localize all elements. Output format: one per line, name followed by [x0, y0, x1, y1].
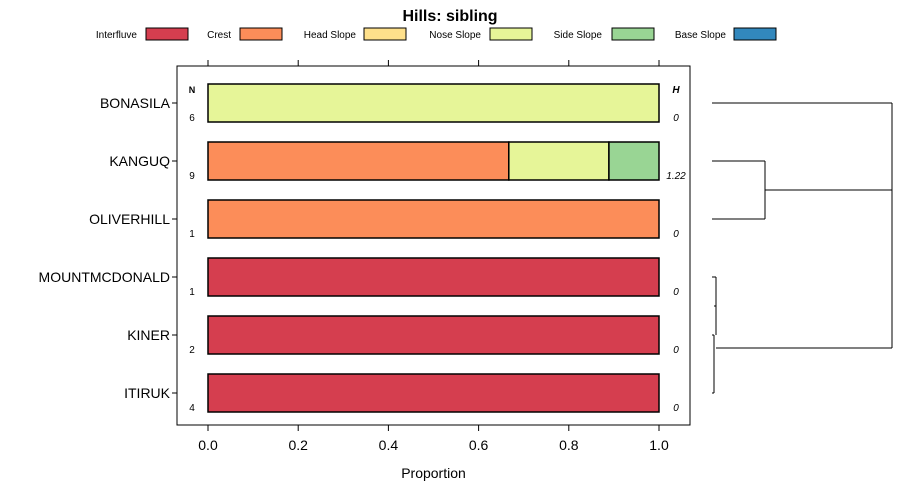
bar-segment: [508, 141, 610, 181]
x-tick-label: 0.6: [469, 437, 489, 453]
h-value: 0: [673, 287, 679, 298]
h-header: H: [672, 85, 680, 96]
legend-swatch: [363, 27, 407, 41]
n-value: 6: [189, 113, 195, 124]
n-header: N: [189, 85, 196, 95]
bar-segment: [608, 141, 660, 181]
n-value: 1: [189, 287, 195, 298]
y-tick-label: OLIVERHILL: [89, 211, 170, 227]
bar-segment: [207, 83, 660, 123]
legend-label: Head Slope: [304, 30, 357, 41]
y-tick-label: BONASILA: [100, 95, 171, 111]
legend-swatch: [611, 27, 655, 41]
y-tick-label: MOUNTMCDONALD: [39, 269, 170, 285]
x-tick-label: 0.8: [559, 437, 579, 453]
n-value: 2: [189, 345, 195, 356]
y-tick-label: KINER: [127, 327, 170, 343]
x-axis-label: Proportion: [401, 465, 466, 481]
y-tick-label: KANGUQ: [109, 153, 170, 169]
bar-segment: [207, 141, 510, 181]
h-value: 0: [673, 403, 679, 414]
legend-label: Base Slope: [675, 30, 727, 41]
legend-label: Crest: [207, 30, 231, 41]
legend-swatch: [489, 27, 533, 41]
x-tick-label: 0.4: [379, 437, 399, 453]
y-tick-label: ITIRUK: [124, 385, 171, 401]
chart-title: Hills: sibling: [402, 8, 497, 25]
dendrogram: [712, 102, 893, 394]
h-value: 1.22: [666, 171, 686, 182]
bar-segment: [207, 257, 660, 297]
bar-segment: [207, 199, 660, 239]
legend-swatch: [145, 27, 189, 41]
legend: Interfluve Crest Head Slope Nose Slope Side …: [96, 27, 777, 41]
plot-area: 0.0 0.2 0.4 0.6 0.8 1.0 N H BONASILA 6 0 KANGUQ 9 1.2…: [39, 60, 691, 453]
legend-swatch: [733, 27, 777, 41]
plot-frame: [176, 65, 691, 426]
bar-segment: [207, 373, 660, 413]
h-value: 0: [673, 345, 679, 356]
bar-segment: [207, 315, 660, 355]
n-value: 9: [189, 171, 195, 182]
n-value: 1: [189, 229, 195, 240]
h-value: 0: [673, 113, 679, 124]
n-value: 4: [189, 403, 195, 414]
legend-swatch: [239, 27, 283, 41]
x-tick-label: 1.0: [649, 437, 669, 453]
x-tick-label: 0.0: [198, 437, 218, 453]
h-value: 0: [673, 229, 679, 240]
legend-label: Interfluve: [96, 30, 138, 41]
x-tick-label: 0.2: [288, 437, 308, 453]
legend-label: Side Slope: [554, 30, 603, 41]
legend-label: Nose Slope: [429, 30, 481, 41]
